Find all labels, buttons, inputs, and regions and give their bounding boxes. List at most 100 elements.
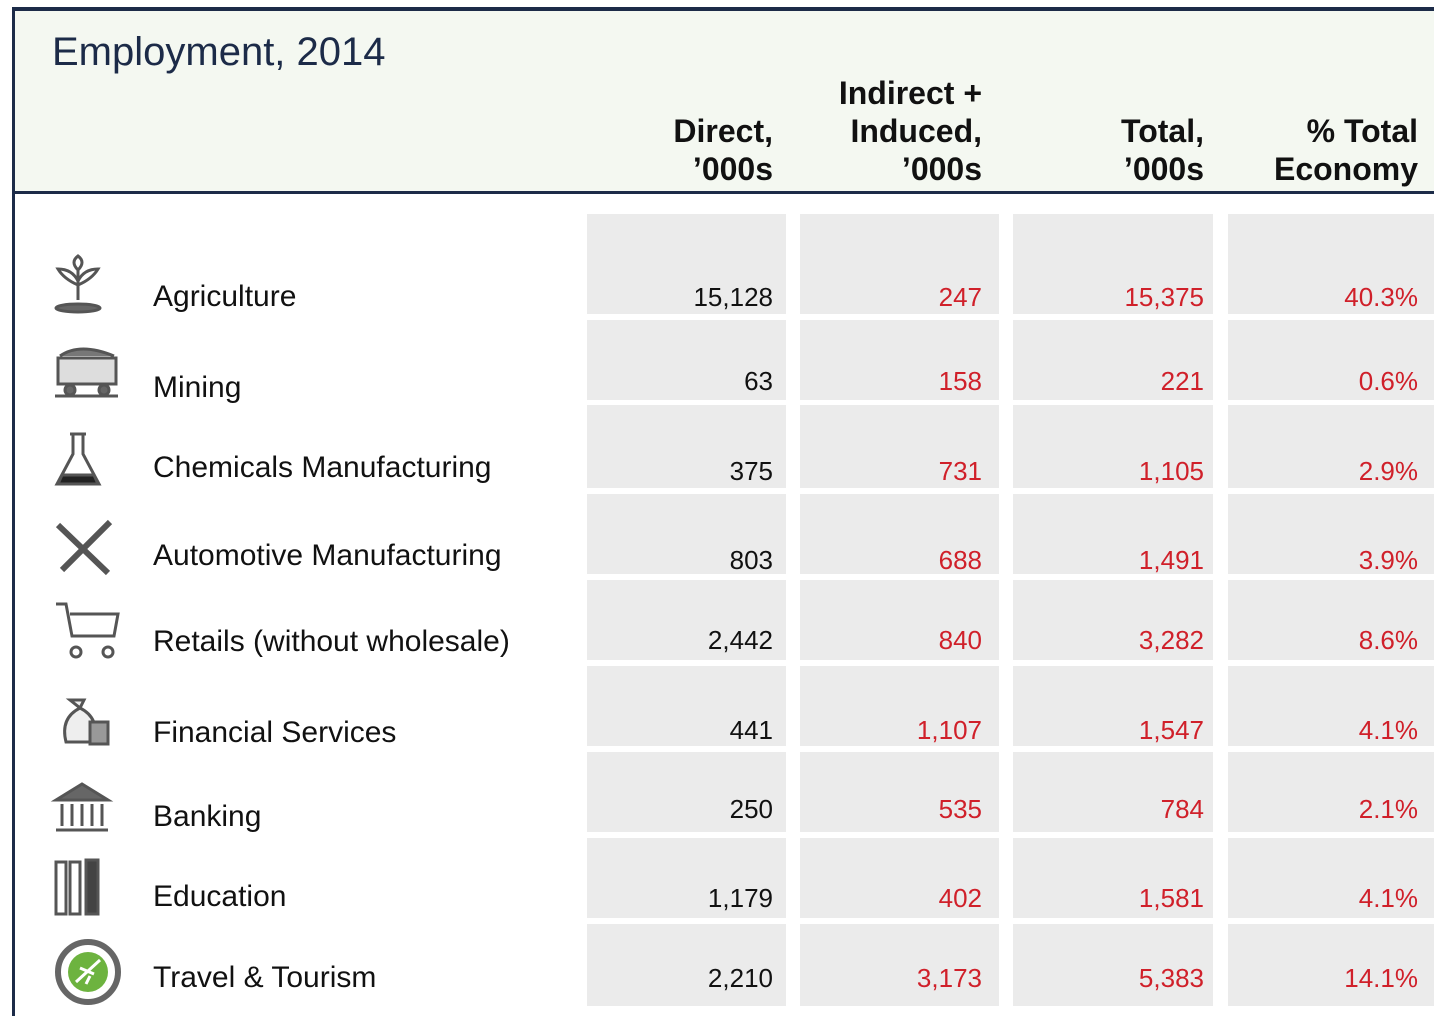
- cell-background: [800, 838, 999, 918]
- cell-background: [800, 924, 999, 1006]
- cell-value: 2,210: [707, 963, 773, 993]
- cell-value: 441: [729, 715, 773, 745]
- cell-value: 2,442: [707, 625, 773, 655]
- cell-background: [1013, 752, 1213, 832]
- cell-value: 1,491: [1138, 545, 1204, 575]
- cell-background: [587, 494, 786, 574]
- cell-background: [1228, 580, 1434, 660]
- icon-financial: [63, 698, 110, 746]
- cell-background: [800, 666, 999, 746]
- cell-background: [800, 752, 999, 832]
- cell-value: 15,128: [693, 282, 773, 312]
- column-header: Induced,: [850, 113, 982, 149]
- frame-top: [12, 7, 1434, 11]
- icon-retail: [56, 602, 120, 659]
- row-label: Banking: [153, 800, 262, 833]
- cell-value: 840: [938, 625, 982, 655]
- cell-value: 14.1%: [1344, 963, 1418, 993]
- icon-education: [54, 858, 100, 916]
- cell-value: 535: [938, 794, 982, 824]
- cell-value: 3.9%: [1358, 545, 1418, 575]
- cell-background: [1228, 752, 1434, 832]
- cell-background: [587, 838, 786, 918]
- cell-background: [1013, 405, 1213, 488]
- icon-agriculture: [54, 254, 102, 314]
- cell-value: 2.1%: [1358, 794, 1418, 824]
- cell-background: [800, 494, 999, 574]
- cell-value: 731: [938, 456, 982, 486]
- icon-mining: [55, 347, 118, 398]
- cell-background: [587, 320, 786, 400]
- cell-background: [1228, 666, 1434, 746]
- cell-background: [1013, 924, 1213, 1006]
- cell-background: [1013, 494, 1213, 574]
- cell-background: [587, 405, 786, 488]
- row-label: Agriculture: [153, 280, 297, 313]
- cell-background: [587, 666, 786, 746]
- row-label: Financial Services: [153, 716, 397, 749]
- icon-automotive: [55, 519, 113, 576]
- column-header: Indirect +: [838, 75, 982, 111]
- cell-value: 8.6%: [1358, 625, 1418, 655]
- row-label: Travel & Tourism: [153, 961, 377, 994]
- cell-background: [1013, 580, 1213, 660]
- row-label: Chemicals Manufacturing: [153, 451, 492, 484]
- frame-left: [12, 7, 15, 1016]
- cell-value: 402: [938, 883, 982, 913]
- icon-chemicals: [54, 432, 102, 486]
- cell-value: 784: [1160, 794, 1204, 824]
- cell-value: 158: [938, 366, 982, 396]
- cell-value: 4.1%: [1358, 883, 1418, 913]
- cell-background: [1013, 666, 1213, 746]
- cell-background: [1228, 838, 1434, 918]
- cell-background: [800, 405, 999, 488]
- cell-value: 1,105: [1138, 456, 1204, 486]
- header-background: [15, 11, 1434, 194]
- cell-value: 688: [938, 545, 982, 575]
- column-header: % Total: [1306, 113, 1418, 149]
- cell-value: 250: [729, 794, 773, 824]
- cell-value: 1,107: [916, 715, 982, 745]
- cell-background: [587, 580, 786, 660]
- cell-value: 0.6%: [1358, 366, 1418, 396]
- icon-travel: [55, 939, 121, 1005]
- row-label: Mining: [153, 371, 242, 404]
- cell-background: [587, 214, 786, 314]
- cell-background: [587, 924, 786, 1006]
- cell-background: [587, 752, 786, 832]
- cell-background: [1228, 494, 1434, 574]
- row-label: Education: [153, 880, 287, 913]
- column-header: Total,: [1121, 113, 1204, 149]
- title: Employment, 2014: [52, 30, 386, 74]
- cell-value: 3,282: [1138, 625, 1204, 655]
- cell-value: 15,375: [1124, 282, 1204, 312]
- cell-background: [1228, 214, 1434, 314]
- cell-background: [800, 214, 999, 314]
- cell-value: 63: [744, 366, 773, 396]
- cell-background: [800, 320, 999, 400]
- cell-background: [1228, 924, 1434, 1006]
- cell-value: 1,547: [1138, 715, 1204, 745]
- cell-background: [1013, 214, 1213, 314]
- row-label: Automotive Manufacturing: [153, 539, 502, 572]
- column-header: ’000s: [901, 151, 982, 187]
- cell-value: 40.3%: [1344, 282, 1418, 312]
- column-header: Economy: [1273, 151, 1418, 187]
- cell-value: 3,173: [916, 963, 982, 993]
- cell-value: 1,179: [707, 883, 773, 913]
- cell-background: [800, 580, 999, 660]
- cell-background: [1228, 405, 1434, 488]
- cell-value: 247: [938, 282, 982, 312]
- cell-value: 4.1%: [1358, 715, 1418, 745]
- cell-value: 1,581: [1138, 883, 1204, 913]
- cell-value: 221: [1160, 366, 1204, 396]
- cell-background: [1228, 320, 1434, 400]
- column-header: Direct,: [673, 113, 773, 149]
- cell-value: 375: [729, 456, 773, 486]
- cell-value: 5,383: [1138, 963, 1204, 993]
- icons: [50, 254, 121, 1005]
- cell-value: 803: [729, 545, 773, 575]
- row-label: Retails (without wholesale): [153, 625, 510, 658]
- icon-banking: [50, 782, 114, 832]
